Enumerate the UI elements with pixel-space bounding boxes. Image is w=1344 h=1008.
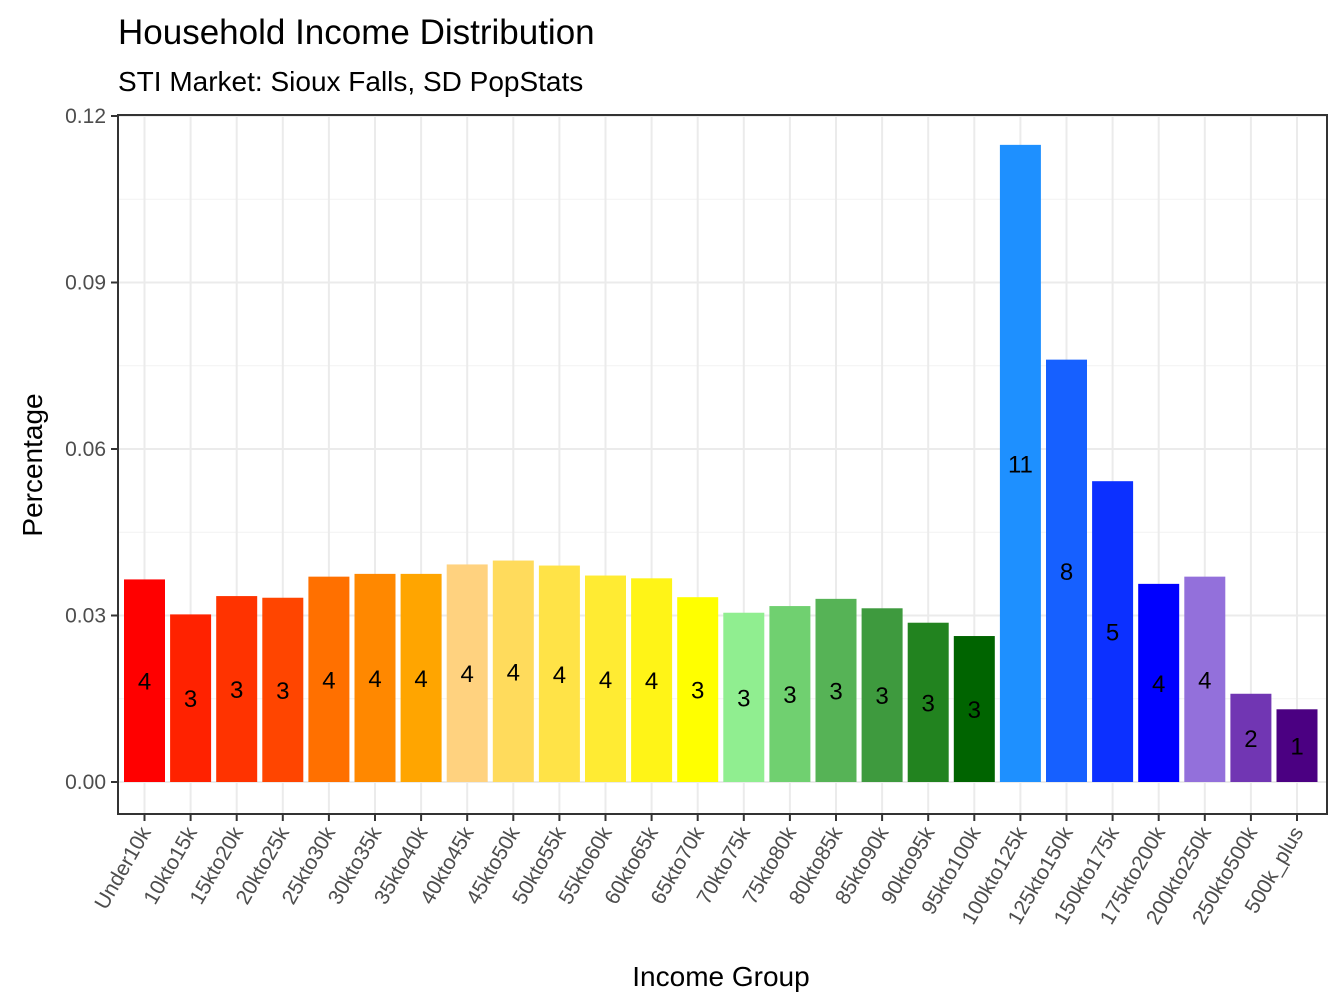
data-label-100kto125k: 11 [1008, 451, 1033, 478]
bar-30kto35k [354, 573, 396, 782]
data-label-65kto70k: 3 [691, 678, 704, 705]
y-tick-label: 0.09 [65, 272, 106, 295]
y-axis-title: Percentage [17, 393, 48, 536]
data-label-90kto95k: 3 [922, 690, 935, 717]
data-label-500k_plus: 1 [1290, 734, 1303, 761]
chart-subtitle: STI Market: Sioux Falls, SD PopStats [118, 66, 583, 97]
bar-75kto80k [769, 606, 811, 782]
panel-border [117, 114, 1328, 815]
y-tick-label: 0.12 [65, 105, 106, 128]
bar-90kto95k [907, 622, 949, 782]
bar-200kto250k [1184, 576, 1226, 782]
bar-50kto55k [538, 565, 580, 782]
chart-title: Household Income Distribution [118, 13, 595, 52]
data-label-80kto85k: 3 [829, 678, 842, 705]
bar-15kto20k [216, 596, 258, 782]
bar-25kto30k [308, 576, 350, 782]
data-label-75kto80k: 3 [783, 682, 796, 709]
data-label-60kto65k: 4 [645, 668, 658, 695]
data-label-50kto55k: 4 [553, 662, 566, 689]
data-label-25kto30k: 4 [322, 667, 335, 694]
bar-65kto70k [677, 597, 719, 782]
bar-10kto15k [170, 614, 212, 782]
data-label-10kto15k: 3 [184, 686, 197, 713]
bar-125kto150k [1046, 359, 1087, 782]
bar-80kto85k [815, 598, 857, 782]
data-label-200kto250k: 4 [1198, 667, 1211, 694]
bar-250kto500k [1230, 693, 1272, 782]
bar-55kto60k [585, 575, 626, 782]
data-label-125kto150k: 8 [1060, 559, 1073, 586]
data-label-150kto175k: 5 [1106, 620, 1119, 647]
data-label-Under10k: 4 [138, 669, 151, 696]
data-label-15kto20k: 3 [230, 677, 243, 704]
data-label-55kto60k: 4 [599, 667, 612, 694]
bar-35kto40k [400, 573, 442, 782]
y-tick-label: 0.03 [65, 605, 106, 628]
data-label-45kto50k: 4 [507, 659, 520, 686]
bar-100kto125k [999, 144, 1041, 783]
bar-175kto200k [1138, 583, 1180, 782]
x-axis-title: Income Group [632, 961, 809, 992]
bar-45kto50k [492, 560, 534, 782]
data-label-20kto25k: 3 [276, 678, 289, 705]
data-label-85kto90k: 3 [875, 683, 888, 710]
bar-95kto100k [953, 636, 995, 782]
data-label-175kto200k: 4 [1152, 671, 1165, 698]
data-label-30kto35k: 4 [368, 666, 381, 693]
bar-70kto75k [723, 612, 765, 782]
data-label-35kto40k: 4 [414, 666, 427, 693]
data-label-250kto500k: 2 [1244, 726, 1257, 753]
data-label-40kto45k: 4 [461, 661, 474, 688]
bar-20kto25k [262, 597, 304, 782]
plot-panel: 4 3 3 3 4 4 4 4 4 4 4 4 3 3 3 3 3 3 3 11 8 5 4 4 2 1 0.00 0.03 0.06 0… [65, 105, 1328, 929]
data-label-95kto100k: 3 [968, 697, 981, 724]
bar-60kto65k [631, 578, 673, 782]
bar-40kto45k [446, 564, 488, 782]
bar-Under10k [124, 579, 165, 782]
bar-85kto90k [861, 608, 903, 782]
data-label-70kto75k: 3 [737, 685, 750, 712]
y-tick-label: 0.00 [65, 771, 106, 794]
bar-150kto175k [1092, 481, 1134, 782]
bar-500k_plus [1276, 709, 1318, 782]
y-tick-label: 0.06 [65, 438, 106, 461]
